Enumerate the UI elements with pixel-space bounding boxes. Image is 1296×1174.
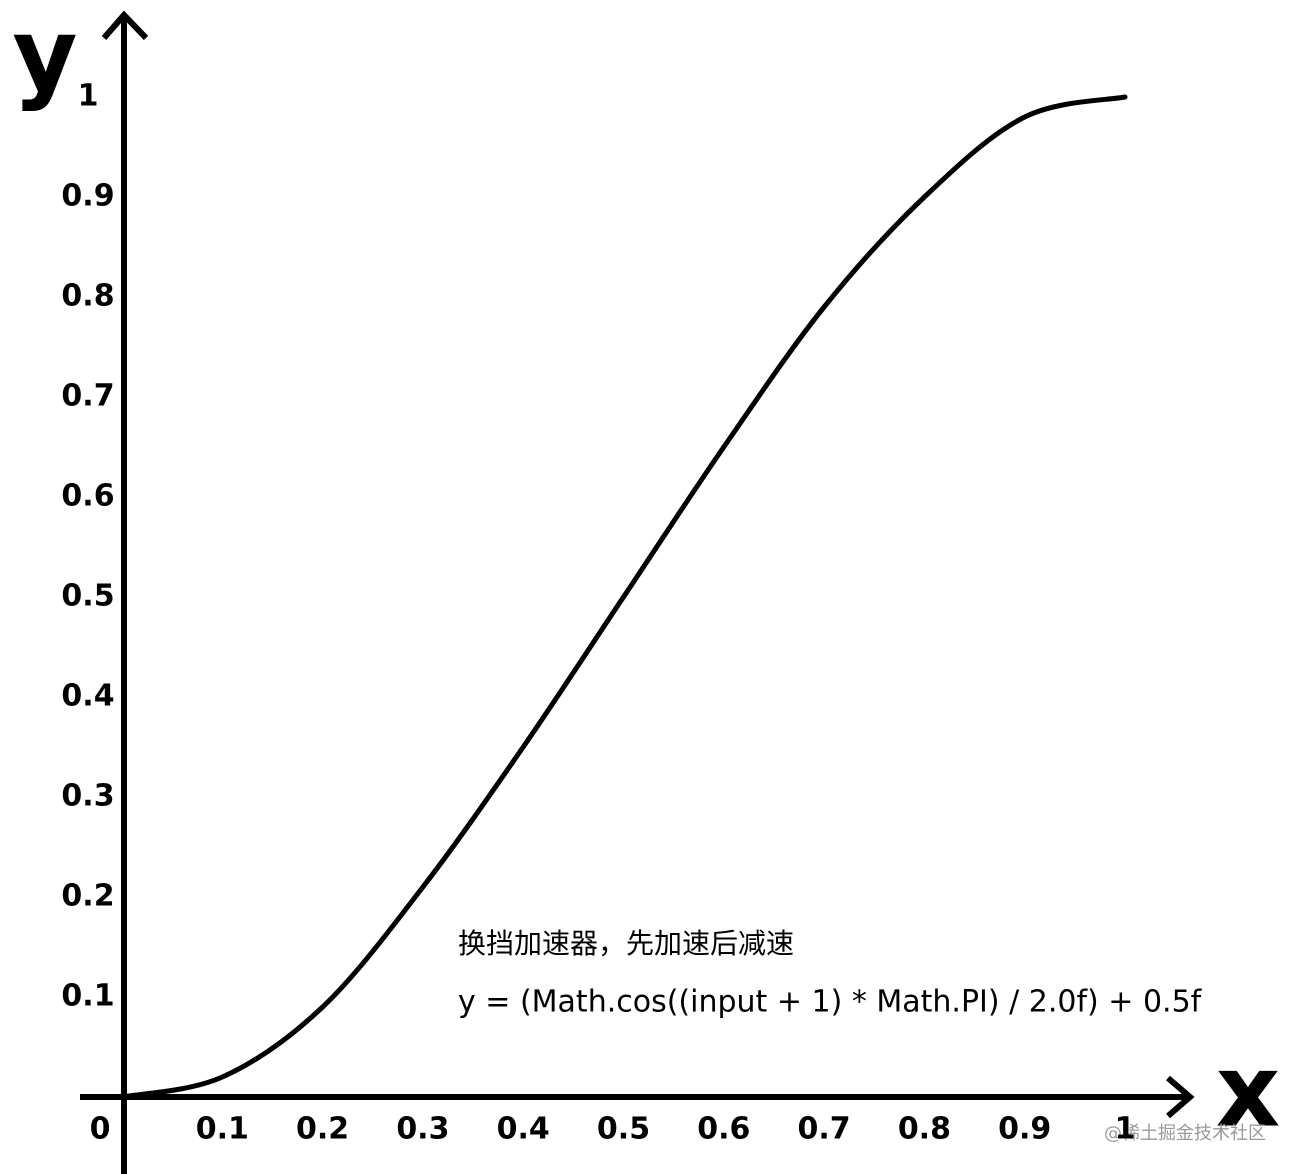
y-tick-label: 0.6: [61, 479, 114, 514]
y-tick-label: 0.4: [61, 679, 114, 714]
x-tick-label: 0.1: [196, 1112, 249, 1147]
x-tick-label: 0.9: [998, 1112, 1051, 1147]
curve: [119, 94, 1128, 1100]
x-tick-label: 0.3: [396, 1112, 449, 1147]
x-tick-label: 1: [1115, 1112, 1136, 1147]
x-tick-label: 0.7: [798, 1112, 851, 1147]
y-tick-label: 0.2: [61, 879, 114, 914]
y-tick-label: 0.1: [61, 979, 114, 1014]
y-tick-label: 0.8: [61, 279, 114, 314]
annotation: 换挡加速器，先加速后减速: [458, 927, 794, 960]
watermark: @稀土掘金技术社区: [1104, 1123, 1266, 1144]
x-axis-arrow: [1166, 1075, 1195, 1119]
x-tick-label: 0.6: [697, 1112, 750, 1147]
x-tick-label: 0.5: [597, 1112, 650, 1147]
x-axis-label: x: [1216, 1032, 1281, 1149]
x-tick-label: 0.4: [497, 1112, 550, 1147]
y-axis-arrow: [101, 10, 149, 41]
y-tick-label: 0.5: [61, 579, 114, 614]
y-tick-label: 0.7: [61, 379, 114, 414]
annotation: y = (Math.cos((input + 1) * Math.PI) / 2…: [458, 985, 1203, 1020]
y-tick-label: 1: [78, 79, 99, 114]
x-tick-label: 0.8: [898, 1112, 951, 1147]
y-axis-label: y: [12, 0, 77, 113]
x-tick-label: 0.2: [296, 1112, 349, 1147]
y-tick-label: 0.9: [61, 179, 114, 214]
x-tick-label: 0: [90, 1112, 111, 1147]
y-tick-label: 0.3: [61, 779, 114, 814]
